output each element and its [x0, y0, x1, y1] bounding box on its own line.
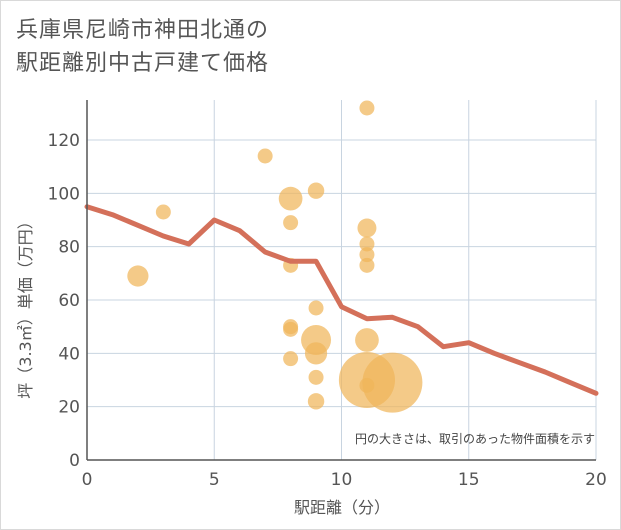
scatter-point-16: [357, 218, 377, 238]
y-tick-label-120: 120: [48, 131, 80, 151]
scatter-point-20: [355, 328, 379, 352]
y-axis-label: 坪（3.3㎡）単価（万円）: [16, 213, 35, 398]
scatter-points: [127, 100, 423, 413]
trend-line-group: [84, 204, 599, 396]
chart-title-line-2: 駅距離別中古戸建て価格: [16, 51, 270, 76]
scatter-point-12: [304, 342, 328, 365]
y-tick-label-80: 80: [58, 238, 80, 258]
scatter-point-4: [283, 215, 299, 231]
scatter-point-19: [359, 257, 375, 273]
grid-lines: [87, 100, 597, 460]
chart-title: 兵庫県尼崎市神田北通の 駅距離別中古戸建て価格: [16, 14, 269, 80]
y-tick-label-40: 40: [58, 344, 80, 364]
x-tick-label-20: 20: [585, 470, 607, 490]
size-legend-note: 円の大きさは、取引のあった物件面積を示す: [355, 431, 595, 446]
x-tick-label-10: 10: [331, 470, 353, 490]
scatter-point-23: [362, 352, 423, 413]
scatter-point-17: [359, 236, 375, 252]
trend-line: [84, 204, 599, 396]
y-tick-label-60: 60: [58, 291, 80, 311]
x-axis-label: 駅距離（分）: [294, 498, 390, 517]
y-tick-label-20: 20: [58, 398, 80, 418]
scatter-point-1: [155, 204, 171, 220]
scatter-point-7: [283, 321, 299, 337]
tick-labels: 0 20 40 60 80 100 120 0 5 10 15 20: [48, 131, 607, 490]
x-tick-label-0: 0: [82, 470, 93, 490]
scatter-point-10: [308, 300, 324, 316]
scatter-point-18: [359, 247, 375, 263]
scatter-point-15: [359, 100, 375, 116]
axes: [86, 100, 596, 461]
scatter-point-8: [283, 351, 299, 367]
scatter-point-9: [307, 182, 325, 199]
x-tick-label-15: 15: [458, 470, 480, 490]
x-tick-label-5: 5: [209, 470, 220, 490]
y-tick-label-100: 100: [48, 184, 80, 204]
scatter-point-13: [308, 369, 324, 385]
scatter-point-0: [127, 265, 149, 287]
scatter-point-14: [307, 393, 325, 410]
chart-title-line-1: 兵庫県尼崎市神田北通の: [16, 18, 270, 43]
scatter-point-2: [257, 148, 273, 164]
scatter-point-3: [278, 186, 303, 211]
y-tick-label-0: 0: [69, 451, 80, 471]
